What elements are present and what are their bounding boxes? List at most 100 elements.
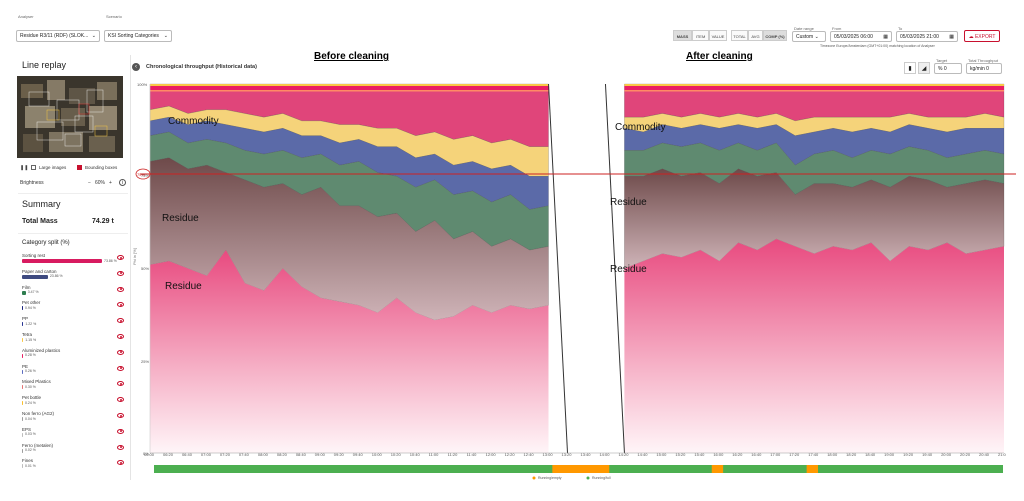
area-series-0 <box>624 239 1004 453</box>
x-tick: 13:20 <box>561 452 572 457</box>
large-images-checkbox[interactable] <box>31 165 36 170</box>
legend-running-empty: Running/empty <box>538 476 562 480</box>
eye-icon[interactable] <box>117 255 124 260</box>
category-pct: 0.24 % <box>25 400 36 405</box>
label-residue-after-upper: Residue <box>610 197 647 208</box>
stacked-areas <box>149 83 1005 454</box>
analyser-select[interactable]: Residue R3/11 (RDF) (SLOK... ⌄ <box>16 30 100 42</box>
eye-icon[interactable] <box>117 349 124 355</box>
top-stripe-2 <box>624 90 1004 92</box>
category-row: Paper and carton 23.86 % <box>22 269 128 285</box>
eye-icon[interactable] <box>117 302 124 308</box>
calendar-icon[interactable]: ▦ <box>949 34 954 40</box>
category-bar <box>22 369 23 374</box>
category-row: PP 1.22 % <box>22 316 128 332</box>
total-throughput-label: Total Throughput <box>968 58 998 63</box>
mode-comp[interactable]: COMP (%) <box>763 30 787 41</box>
calendar-icon[interactable]: ▦ <box>883 34 888 40</box>
top-stripe-0 <box>624 84 1004 86</box>
x-tick: 09:40 <box>352 452 363 457</box>
threshold-75-label: 75% <box>137 172 146 177</box>
cloud-download-icon: ☁ <box>968 34 974 40</box>
y-tick: 0% <box>143 451 149 456</box>
x-tick: 07:20 <box>219 452 230 457</box>
pause-icon[interactable]: ❚❚ <box>20 165 29 171</box>
total-mass-value: 74.29 t <box>92 218 114 225</box>
x-tick: 07:40 <box>238 452 249 457</box>
category-pct: 3.47 % <box>27 290 39 295</box>
mode-item[interactable]: ITEM <box>692 30 709 41</box>
top-stripe-1 <box>624 86 1004 90</box>
category-name: Aluminized plastics <box>22 347 61 353</box>
eye-icon[interactable] <box>117 413 124 418</box>
x-tick: 08:40 <box>295 452 306 457</box>
eye-icon[interactable] <box>117 334 124 339</box>
category-name: Ferro (metalen) <box>22 442 54 448</box>
divider <box>18 193 128 194</box>
category-name: Sorting rest <box>22 253 46 258</box>
eye-icon[interactable] <box>117 460 124 466</box>
total-throughput-input[interactable]: kg/min 0 <box>966 63 1002 74</box>
x-tick: 11:40 <box>466 452 477 457</box>
to-date-input[interactable]: 05/03/2025 21:00 ▦ <box>896 31 958 42</box>
mode-mass[interactable]: MASS <box>673 30 692 41</box>
export-button[interactable]: ☁ EXPORT <box>964 30 1000 42</box>
category-bar <box>22 385 23 390</box>
line-replay-image[interactable] <box>17 76 123 158</box>
chevron-down-icon: ⌄ <box>814 34 819 40</box>
x-tick: 18:00 <box>827 452 838 457</box>
category-name: Paper and carton <box>22 268 57 274</box>
x-tick: 06:40 <box>181 452 192 457</box>
x-tick: 16:00 <box>713 452 724 457</box>
eye-icon[interactable] <box>117 365 124 371</box>
eye-icon[interactable] <box>117 428 124 434</box>
x-tick: 14:20 <box>618 452 629 457</box>
category-bar <box>22 259 102 263</box>
eye-icon[interactable] <box>117 286 124 292</box>
category-bar <box>22 290 26 295</box>
large-images-label: Large images <box>39 165 67 170</box>
eye-icon[interactable] <box>117 444 124 450</box>
y-tick: 100% <box>137 82 148 87</box>
bar-chart-icon[interactable]: ▮ <box>904 62 916 74</box>
category-pct: 23.86 % <box>49 274 63 279</box>
label-residue-before-lower: Residue <box>165 281 202 292</box>
eye-icon[interactable] <box>117 318 124 324</box>
category-row: Pet bottle 0.24 % <box>22 395 128 411</box>
bounding-boxes-checkbox[interactable] <box>77 165 82 170</box>
category-pct: 1.22 % <box>25 321 37 326</box>
scenario-label: Scenario <box>106 14 122 19</box>
sidebar <box>14 55 131 480</box>
gap-edge-1 <box>604 83 625 454</box>
summary-title: Summary <box>22 199 61 209</box>
category-name: PP <box>22 316 29 322</box>
mode-avg[interactable]: AVG <box>748 30 763 41</box>
export-label: EXPORT <box>974 34 996 40</box>
info-icon[interactable]: i <box>119 179 126 186</box>
label-residue-before-upper: Residue <box>162 213 199 224</box>
divider <box>18 233 128 234</box>
x-tick: 14:00 <box>599 452 610 457</box>
scenario-select[interactable]: KSI Sorting Categories ⌄ <box>104 30 172 42</box>
category-bar <box>22 353 23 358</box>
from-date-input[interactable]: 05/03/2025 06:00 ▦ <box>830 31 892 42</box>
date-range-select[interactable]: Custom ⌄ <box>792 31 826 42</box>
eye-icon[interactable] <box>117 397 124 403</box>
mode-value[interactable]: VALUE <box>709 30 727 41</box>
status-empty-segment-1 <box>711 465 724 473</box>
mode-total[interactable]: TOTAL <box>731 30 748 41</box>
analyser-value: Residue R3/11 (RDF) (SLOK... <box>20 33 89 39</box>
collapse-sidebar-icon[interactable]: ‹ <box>132 63 140 71</box>
eye-icon[interactable] <box>117 270 124 276</box>
category-bar <box>22 306 24 311</box>
eye-icon[interactable] <box>117 381 124 387</box>
replay-frame <box>17 76 123 158</box>
category-bar <box>22 274 48 279</box>
brightness-decrease[interactable]: − <box>88 180 91 186</box>
target-input[interactable]: % 0 <box>934 63 962 74</box>
label-commodity-before: Commodity <box>168 116 219 127</box>
brightness-increase[interactable]: + <box>109 180 112 186</box>
category-bar <box>22 338 24 342</box>
area-chart-icon[interactable]: ◢ <box>918 62 930 74</box>
line-replay-title: Line replay <box>22 60 67 70</box>
